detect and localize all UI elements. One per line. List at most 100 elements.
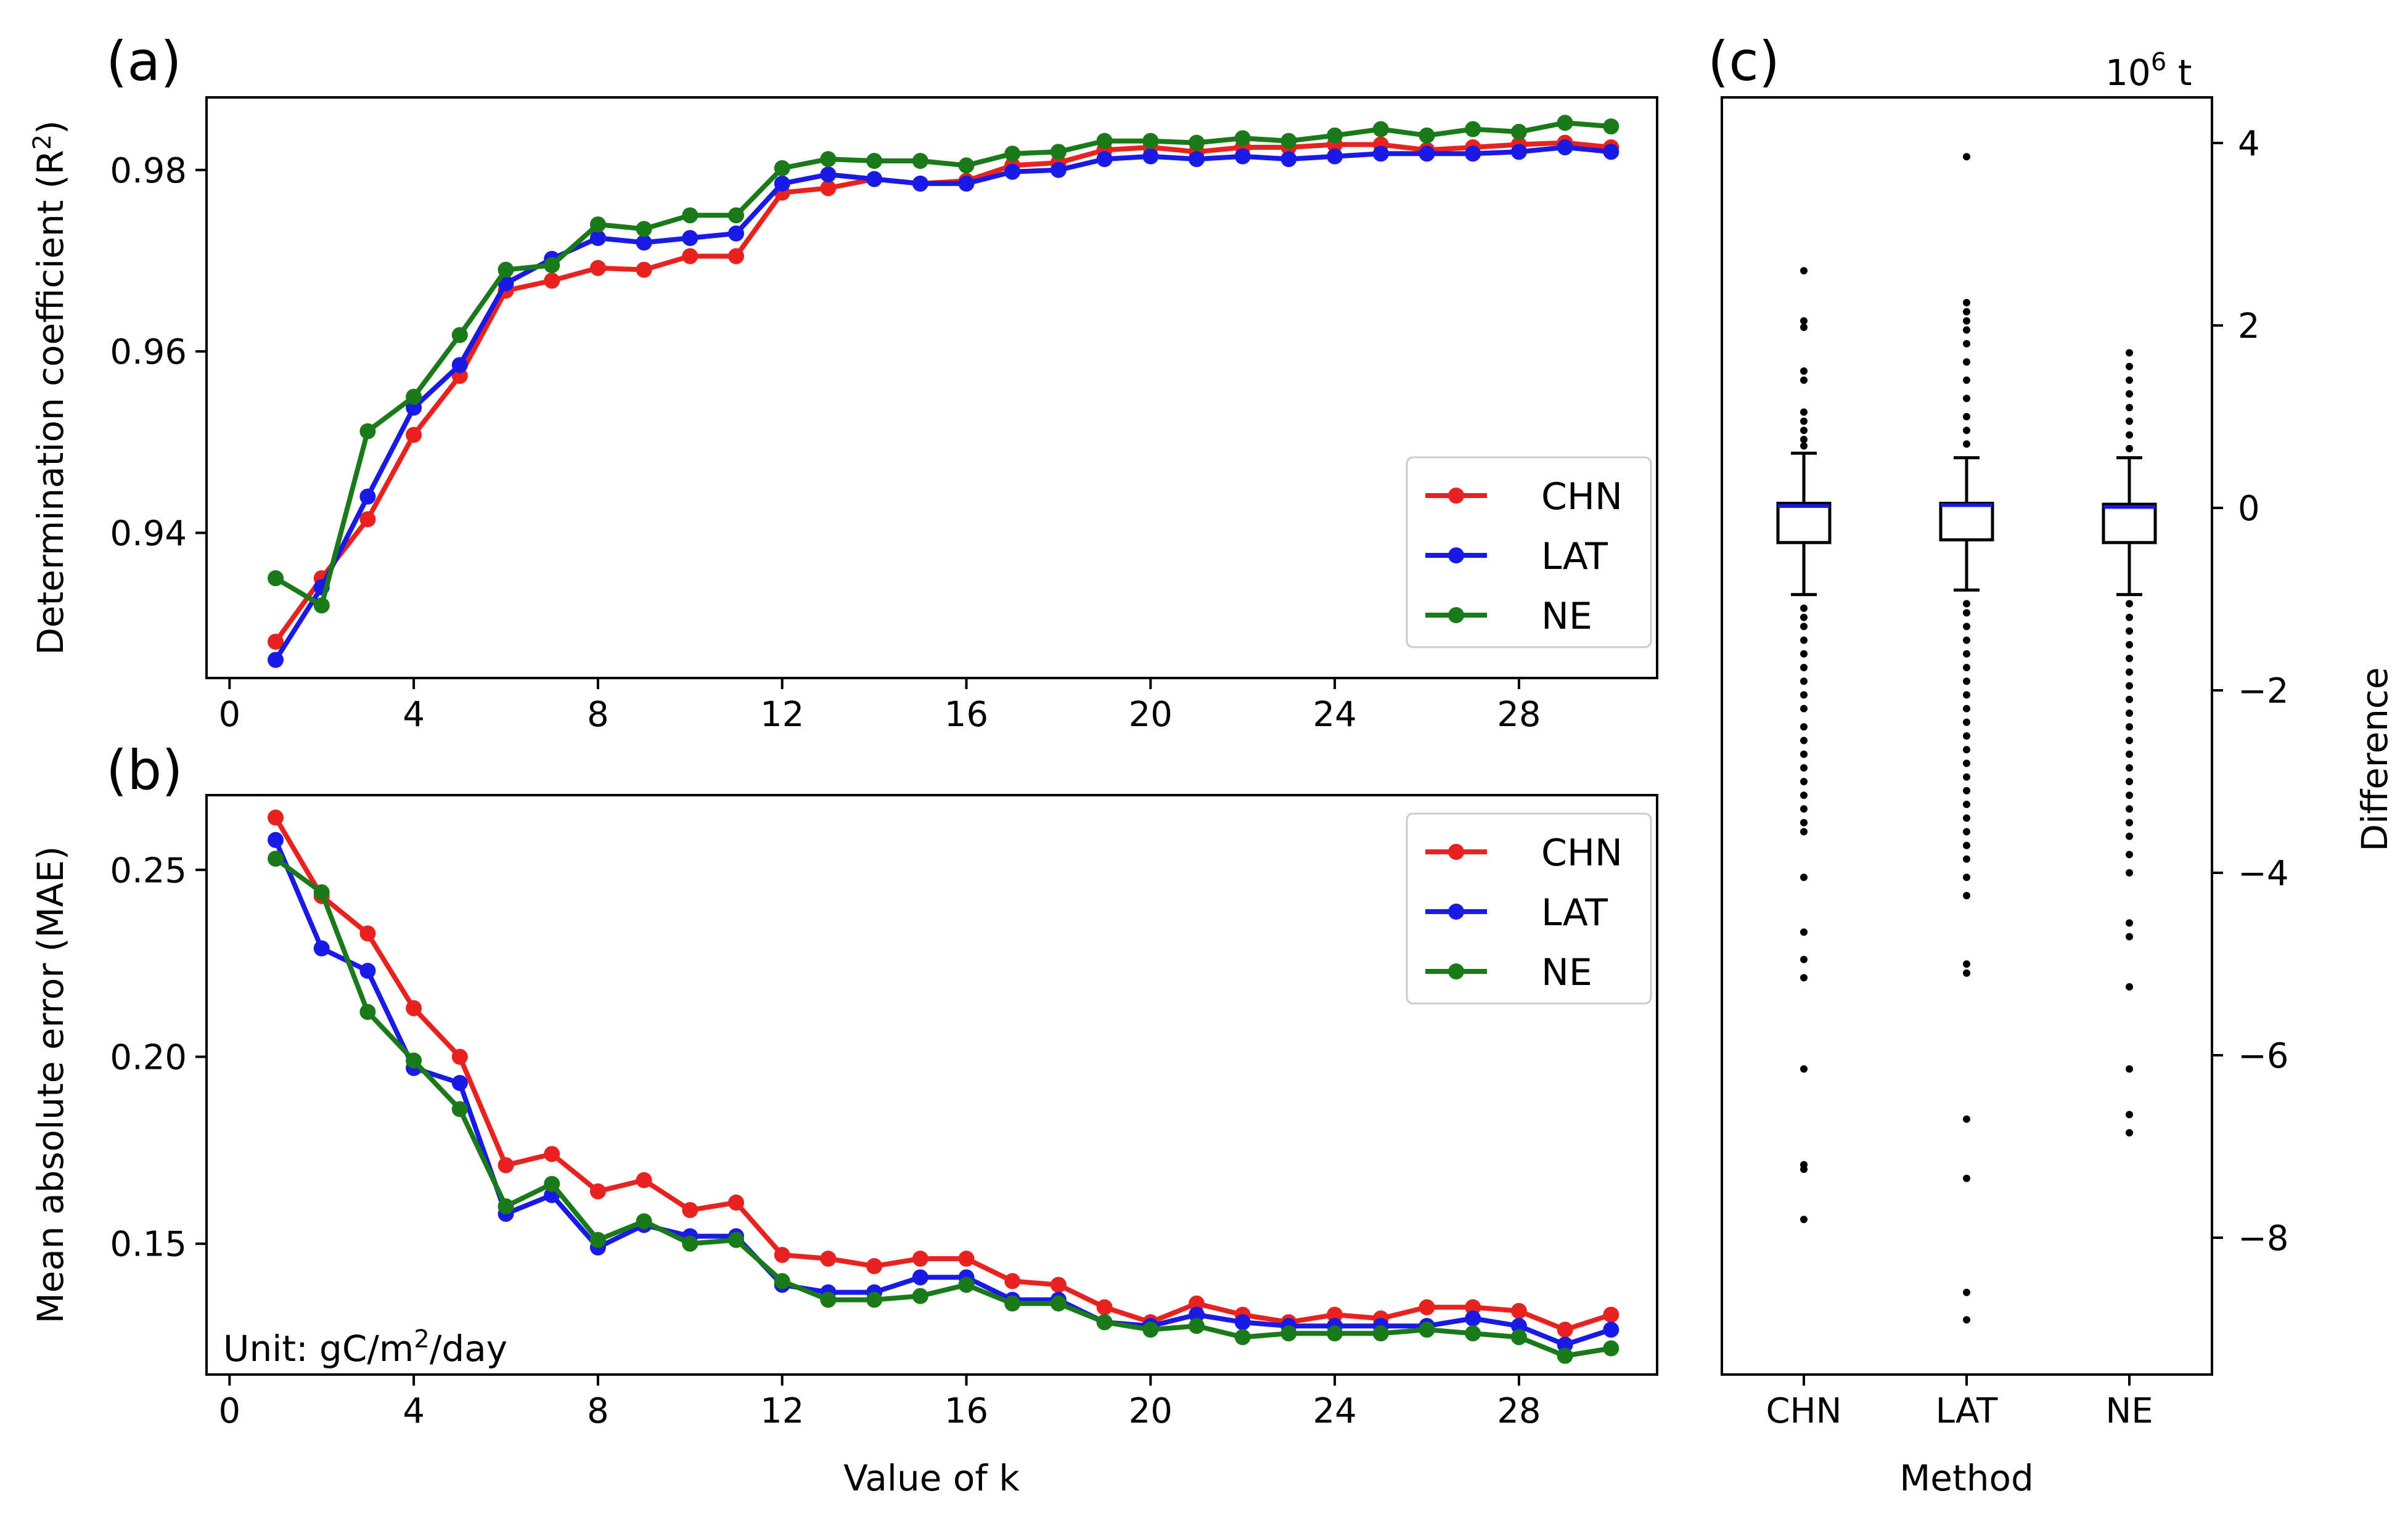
- data-point-lat: [1419, 145, 1435, 162]
- outlier-ne: [2126, 851, 2133, 859]
- panel-b-x-ticks: 0 4 8 12 16 20 24 28: [219, 1375, 1541, 1431]
- outlier-ne: [2126, 791, 2133, 799]
- outlier-chn: [1800, 1166, 1808, 1173]
- outlier-lat: [1963, 801, 1970, 808]
- outlier-lat: [1963, 787, 1970, 795]
- x-tick-label: 16: [944, 695, 988, 735]
- data-point-ne: [544, 1175, 560, 1192]
- x-tick-label: 4: [403, 1391, 425, 1431]
- x-tick-label-chn: CHN: [1766, 1391, 1841, 1431]
- x-tick-label: 28: [1497, 695, 1541, 735]
- outlier-ne: [2126, 1111, 2133, 1119]
- data-point-lat: [1372, 145, 1389, 162]
- outlier-lat: [1963, 623, 1970, 631]
- outlier-lat: [1963, 650, 1970, 658]
- data-point-chn: [866, 1258, 883, 1275]
- panel-a: (a) 0 4 8 12 16 20 24 28 0.94 0.96 0.98 Determina…: [28, 30, 1658, 735]
- outlier-chn: [1800, 267, 1808, 275]
- data-point-ne: [1603, 1340, 1620, 1357]
- data-point-ne: [682, 207, 698, 224]
- outlier-lat: [1963, 394, 1970, 402]
- data-point-ne: [1465, 1325, 1481, 1342]
- outlier-ne: [2126, 819, 2133, 827]
- panel-b-series: [268, 809, 1620, 1364]
- data-point-ne: [774, 1273, 790, 1289]
- panel-c-unit-label: 106 t: [2105, 48, 2192, 94]
- outlier-lat: [1963, 828, 1970, 836]
- outlier-lat: [1963, 1288, 1970, 1296]
- data-point-ne: [1234, 130, 1251, 147]
- legend-label-ne: NE: [1541, 951, 1592, 994]
- data-point-ne: [589, 216, 606, 233]
- data-point-ne: [498, 1198, 514, 1215]
- outlier-chn: [1800, 955, 1808, 963]
- panel-c-boxes: [1776, 153, 2157, 1324]
- data-point-ne: [1557, 115, 1573, 131]
- data-point-chn: [589, 259, 606, 276]
- outlier-lat: [1963, 600, 1970, 608]
- outlier-chn: [1800, 636, 1808, 644]
- panel-c-x-label: Method: [1899, 1457, 2034, 1499]
- x-tick-label: 20: [1129, 1391, 1173, 1431]
- panel-b-unit-annotation: Unit: gC/m2/day: [223, 1325, 507, 1370]
- outlier-lat: [1963, 677, 1970, 685]
- y-tick-label: 0.94: [110, 514, 187, 554]
- data-point-ne: [1004, 145, 1021, 162]
- outlier-lat: [1963, 413, 1970, 420]
- x-tick-label-ne: NE: [2105, 1391, 2153, 1431]
- panel-c: (c) 106 t −8 −6 −4 −2 0 2 4 CHN LAT NE Differenc…: [1708, 30, 2396, 1499]
- data-point-ne: [1419, 127, 1435, 144]
- data-point-ne: [1050, 1295, 1067, 1312]
- data-point-ne: [820, 1291, 837, 1308]
- data-point-ne: [1280, 133, 1297, 149]
- outlier-lat: [1963, 440, 1970, 448]
- data-point-chn: [1603, 1306, 1620, 1323]
- outlier-lat: [1963, 358, 1970, 366]
- data-point-chn: [636, 261, 652, 278]
- x-tick-label-lat: LAT: [1936, 1391, 1998, 1431]
- data-point-ne: [1419, 1322, 1435, 1338]
- box-ne: [2102, 502, 2157, 544]
- data-point-ne: [866, 1291, 883, 1308]
- data-point-chn: [1419, 1299, 1435, 1315]
- outlier-ne: [2126, 668, 2133, 676]
- outlier-lat: [1963, 960, 1970, 968]
- outlier-chn: [1800, 873, 1808, 881]
- outlier-ne: [2126, 641, 2133, 648]
- outlier-ne: [2126, 376, 2133, 384]
- data-point-lat: [1234, 148, 1251, 165]
- data-point-chn: [1189, 1295, 1205, 1312]
- outlier-chn: [1800, 323, 1808, 331]
- data-point-lat: [1465, 145, 1481, 162]
- data-point-chn: [1004, 1273, 1021, 1289]
- outlier-lat: [1963, 299, 1970, 306]
- panel-a-frame: [205, 96, 1658, 679]
- outlier-lat: [1963, 746, 1970, 754]
- outlier-lat: [1963, 718, 1970, 726]
- data-point-chn: [820, 1251, 837, 1267]
- data-point-ne: [1327, 127, 1343, 144]
- outlier-chn: [1800, 664, 1808, 671]
- outlier-chn: [1800, 317, 1808, 325]
- outlier-ne: [2126, 805, 2133, 813]
- outlier-chn: [1800, 408, 1808, 416]
- outlier-chn: [1800, 650, 1808, 658]
- outlier-lat: [1963, 308, 1970, 316]
- outlier-chn: [1800, 427, 1808, 435]
- x-tick-label: 0: [219, 695, 241, 735]
- outlier-ne: [2126, 349, 2133, 357]
- panel-b: (b) 0 4 8 12 16 20 24 28 0.15 0.20 0.25 Mean abso…: [30, 738, 1658, 1499]
- x-tick-label: 12: [760, 695, 804, 735]
- outlier-ne: [2126, 600, 2133, 608]
- panel-a-legend: CHN LAT NE: [1406, 456, 1652, 648]
- outlier-ne: [2126, 1129, 2133, 1137]
- data-point-lat: [1510, 1318, 1527, 1334]
- data-point-lat: [1142, 148, 1159, 165]
- data-point-lat: [912, 175, 928, 192]
- data-point-lat: [359, 488, 376, 505]
- legend-box: [1406, 456, 1652, 648]
- data-point-chn: [406, 427, 422, 443]
- y-tick-label: 0: [2238, 489, 2260, 529]
- y-tick-label: 0.98: [110, 151, 187, 191]
